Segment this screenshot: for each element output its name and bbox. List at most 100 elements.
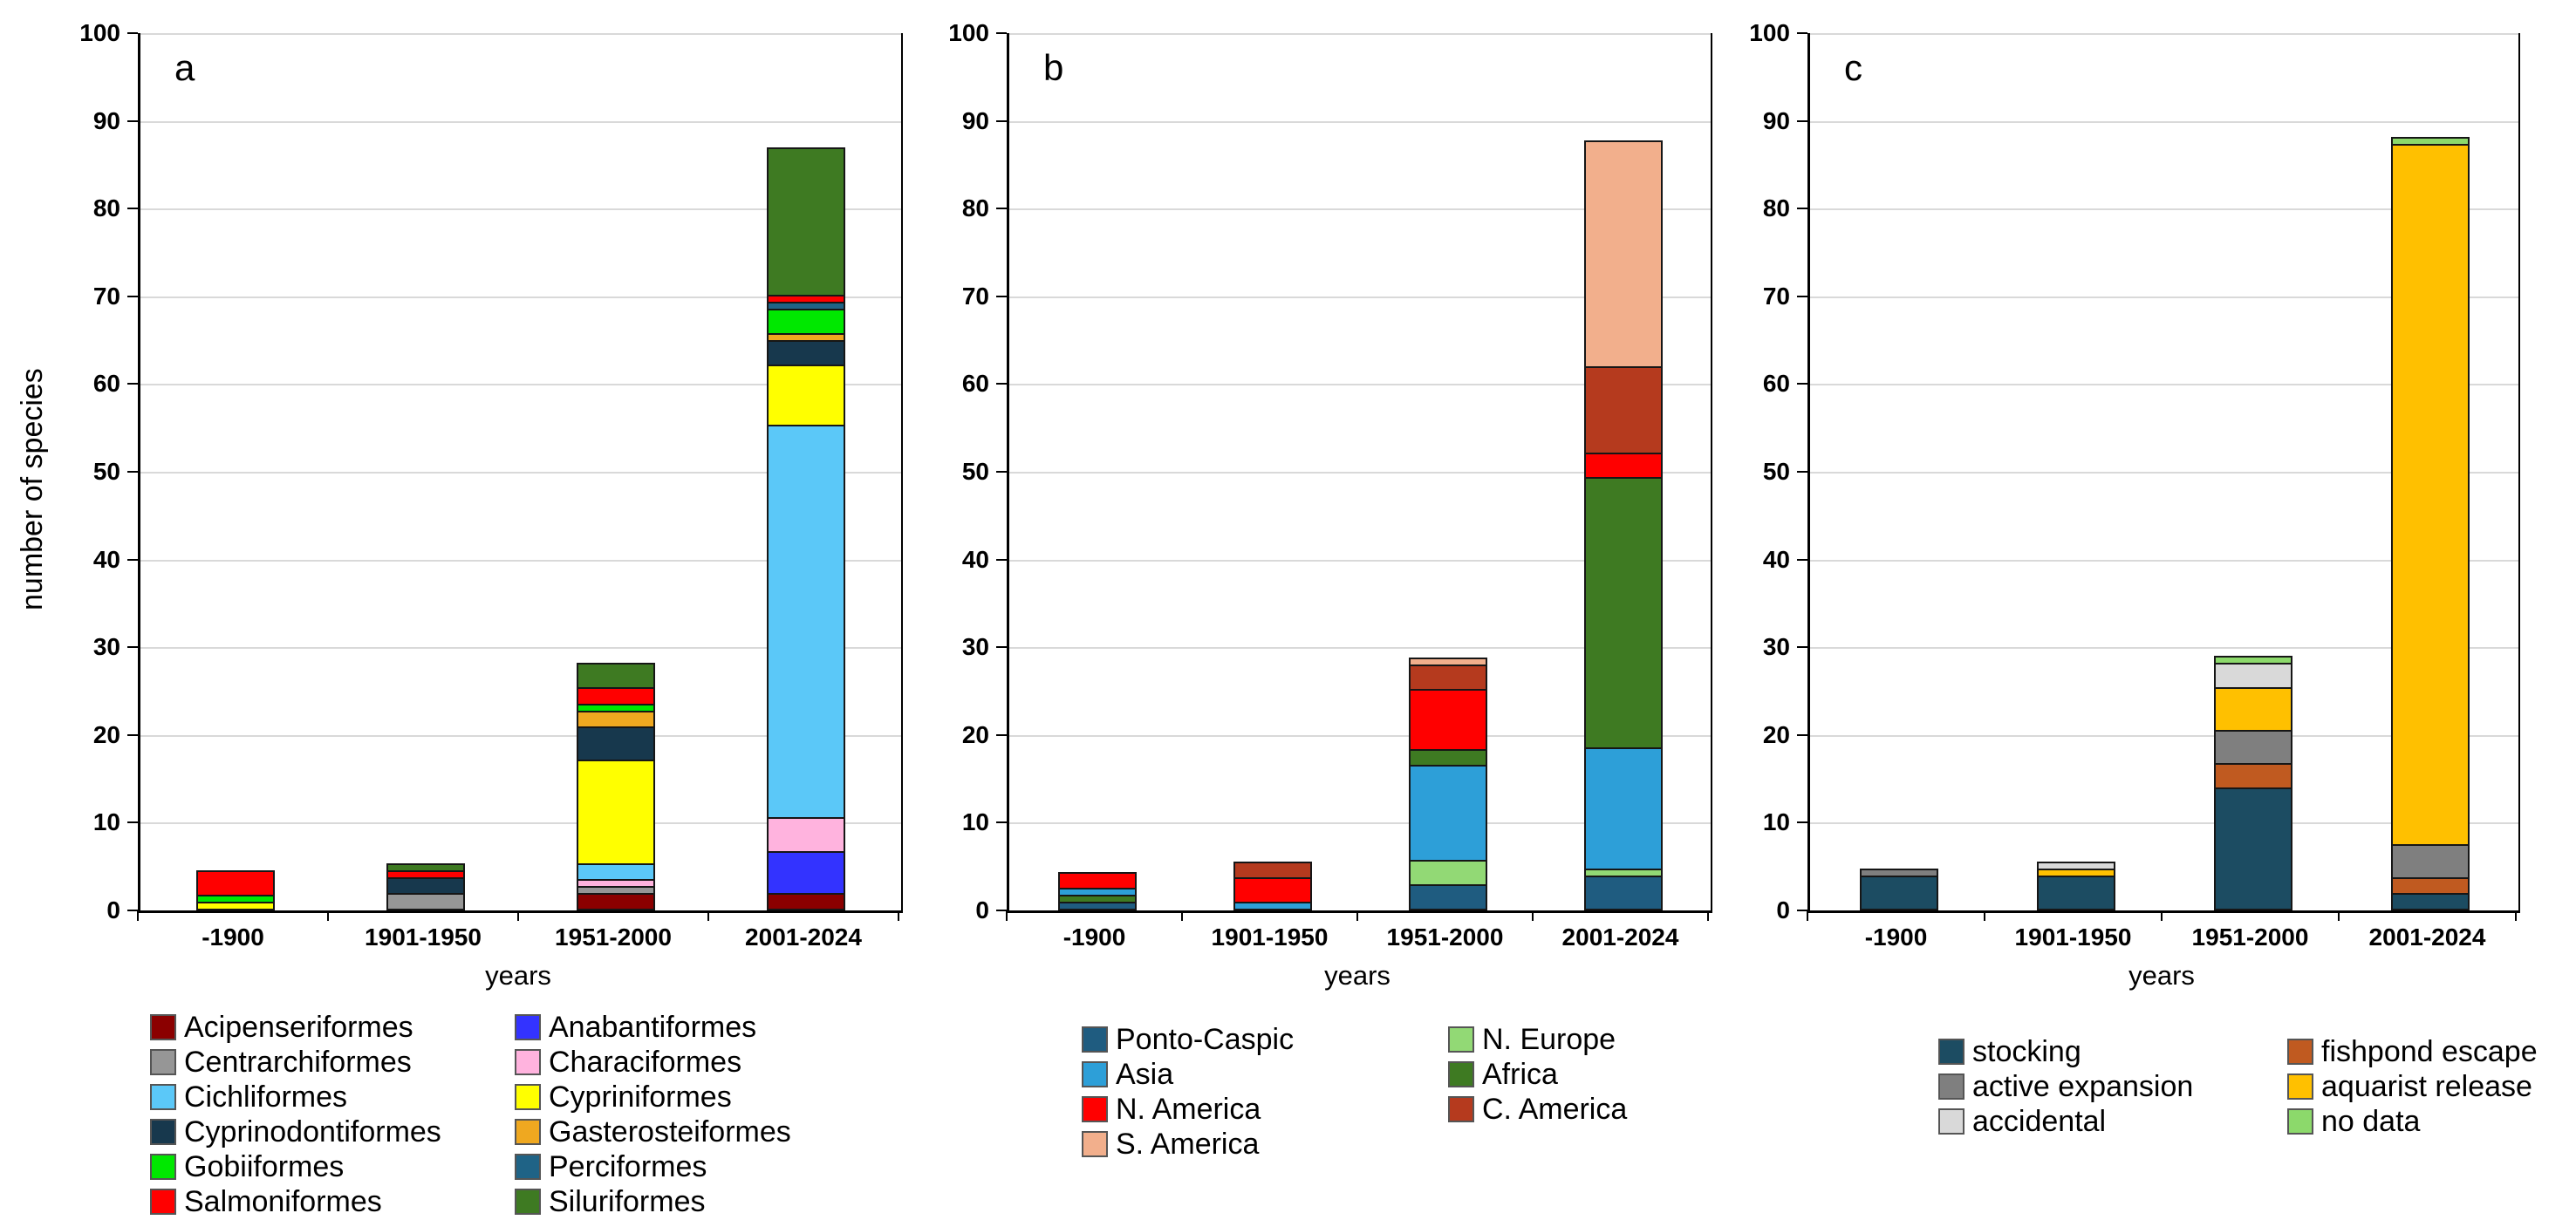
segment-Cichliformes [767, 424, 845, 820]
x-tick-label: 1901-1950 [365, 924, 482, 951]
y-tick-mark [1797, 733, 1807, 736]
legend-swatch-icon [2287, 1039, 2313, 1065]
legend-item: Cichliformes [150, 1080, 515, 1114]
legend-item: N. Europe [1448, 1022, 1814, 1057]
panel-a-plot [138, 33, 903, 913]
segment-Acipenseriformes [577, 892, 655, 910]
legend-item: Gobiiformes [150, 1149, 515, 1184]
segment-aquarist release [2390, 143, 2470, 846]
legend-swatch-icon [1938, 1039, 1964, 1065]
x-tick-mark [2515, 910, 2517, 921]
x-tick-mark [898, 910, 899, 921]
bar-c-2001-2024 [2390, 136, 2470, 910]
y-tick-label-50: 50 [961, 458, 989, 485]
segment-Centrarchiformes [386, 892, 465, 910]
segment-Cichliformes [577, 862, 655, 881]
segment-active expansion [2390, 843, 2470, 879]
y-tick-mark [1797, 32, 1807, 34]
bar-a-1951-2000 [577, 663, 655, 910]
x-tick-label: -1900 [1063, 924, 1126, 951]
y-tick-label-90: 90 [1762, 106, 1790, 134]
legend-swatch-icon [515, 1084, 541, 1110]
segment-C. America [1583, 366, 1663, 454]
segment-Ponto-Caspic [1057, 901, 1137, 910]
gridline-10 [1009, 822, 1711, 825]
y-tick-label-20: 20 [1762, 720, 1790, 748]
legend-label: stocking [1972, 1034, 2081, 1068]
gridline-70 [1009, 296, 1711, 298]
legend-label: Cichliformes [184, 1080, 348, 1114]
gridline-100 [1009, 33, 1711, 35]
legend-item: Ponto-Caspic [1082, 1022, 1448, 1057]
legend-swatch-icon [150, 1084, 176, 1110]
legend-swatch-icon [150, 1119, 176, 1145]
x-tick-mark [2338, 910, 2340, 921]
y-tick-label-40: 40 [92, 545, 120, 573]
bar-a-1901-1950 [386, 862, 465, 910]
y-tick-mark [127, 821, 138, 824]
segment-N. America [1057, 871, 1137, 889]
x-tick-mark [1181, 910, 1183, 921]
x-tick-label: 1951-2000 [1386, 924, 1504, 951]
y-tick-label-30: 30 [1762, 633, 1790, 661]
legend-swatch-icon [1448, 1061, 1474, 1087]
y-tick-mark [996, 471, 1007, 473]
legend-label: S. America [1116, 1127, 1260, 1161]
y-tick-label-30: 30 [92, 633, 120, 661]
legend-item: Siluriformes [515, 1184, 879, 1219]
segment-fishpond escape [2213, 763, 2292, 790]
segment-Siluriformes [577, 663, 655, 690]
legend-swatch-icon [150, 1049, 176, 1075]
y-tick-mark [127, 910, 138, 911]
panel-letter-b: b [1043, 47, 1064, 88]
legend-label: Cyprinodontiformes [184, 1114, 441, 1148]
gridline-60 [140, 384, 901, 386]
y-tick-label-80: 80 [1762, 194, 1790, 222]
segment-N. America [1408, 689, 1487, 751]
bar-a--1900 [196, 869, 275, 910]
y-tick-label-50: 50 [92, 458, 120, 485]
y-tick-mark [996, 821, 1007, 824]
gridline-60 [1810, 384, 2518, 386]
bar-b--1900 [1057, 871, 1137, 910]
y-tick-mark [996, 646, 1007, 649]
gridline-70 [1810, 296, 2518, 298]
legend-swatch-icon [515, 1154, 541, 1180]
y-tick-mark [127, 733, 138, 736]
y-tick-label-100: 100 [79, 19, 120, 46]
legend-label: C. America [1482, 1092, 1628, 1126]
y-tick-mark [996, 208, 1007, 210]
gridline-60 [1009, 384, 1711, 386]
legend-label: Gasterosteiformes [549, 1114, 791, 1148]
y-tick-label-20: 20 [92, 720, 120, 748]
y-tick-label-50: 50 [1762, 458, 1790, 485]
y-tick-mark [1797, 471, 1807, 473]
y-tick-mark [1797, 558, 1807, 561]
panel-letter-a: a [174, 47, 195, 88]
y-tick-label-40: 40 [1762, 545, 1790, 573]
x-tick-mark [327, 910, 329, 921]
legend-swatch-icon [1082, 1096, 1108, 1122]
segment-Cyprinodontiformes [577, 726, 655, 761]
legend-item: N. America [1082, 1092, 1448, 1127]
gridline-100 [140, 33, 901, 35]
gridline-100 [1810, 33, 2518, 35]
bar-c-1951-2000 [2213, 656, 2292, 910]
legend-swatch-icon [1448, 1096, 1474, 1122]
panel-b-plot [1007, 33, 1712, 913]
y-tick-label-70: 70 [1762, 282, 1790, 310]
y-tick-mark [996, 119, 1007, 122]
x-tick-mark [1006, 910, 1008, 921]
y-tick-mark [1797, 821, 1807, 824]
segment-stocking [2036, 875, 2115, 910]
legend-swatch-icon [515, 1014, 541, 1040]
y-tick-label-0: 0 [1776, 896, 1790, 924]
legend-item: Africa [1448, 1057, 1814, 1092]
y-tick-label-80: 80 [961, 194, 989, 222]
y-tick-mark [996, 558, 1007, 561]
legend-panel-b: Ponto-Caspic Asia N. America S. America N. E… [1082, 1022, 1814, 1162]
segment-S. America [1583, 140, 1663, 369]
x-axis-title: years [485, 960, 551, 991]
y-tick-label-90: 90 [961, 106, 989, 134]
x-axis-title: years [1324, 960, 1390, 991]
